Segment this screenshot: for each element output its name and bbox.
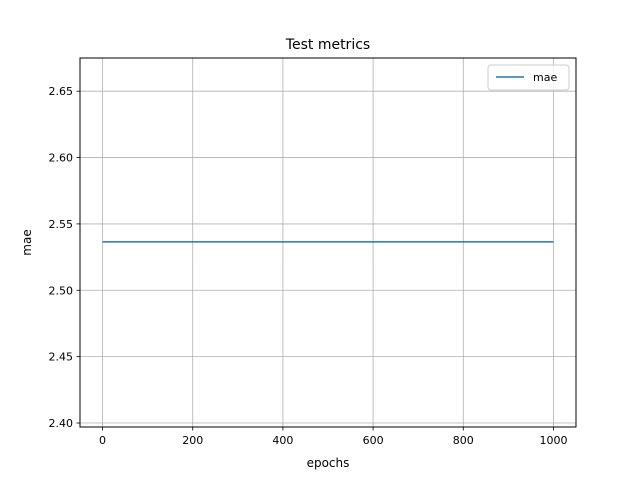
y-tick-label: 2.60	[49, 152, 74, 165]
chart-title: Test metrics	[285, 37, 370, 53]
x-tick-label: 400	[272, 434, 293, 447]
legend-label-mae: mae	[533, 71, 557, 84]
x-axis-label: epochs	[307, 456, 350, 470]
x-tick-label: 600	[363, 434, 384, 447]
axes-frame	[79, 57, 577, 428]
x-tick-label: 800	[453, 434, 474, 447]
y-tick-label: 2.40	[49, 417, 74, 430]
legend-box	[487, 64, 570, 91]
y-tick-label: 2.65	[49, 85, 74, 98]
x-tick-label: 1000	[539, 434, 567, 447]
x-tick-label: 200	[182, 434, 203, 447]
y-tick-label: 2.55	[49, 218, 74, 231]
y-tick-label: 2.50	[49, 284, 74, 297]
ticks-layer: 0 200 400 600 800 1000 2.40 2.45 2.50 2.55 2.60 2.6…	[49, 85, 568, 447]
legend: mae	[487, 64, 570, 91]
y-tick-label: 2.45	[49, 351, 74, 364]
y-axis-label: mae	[20, 229, 34, 255]
x-tick-label: 0	[99, 434, 106, 447]
